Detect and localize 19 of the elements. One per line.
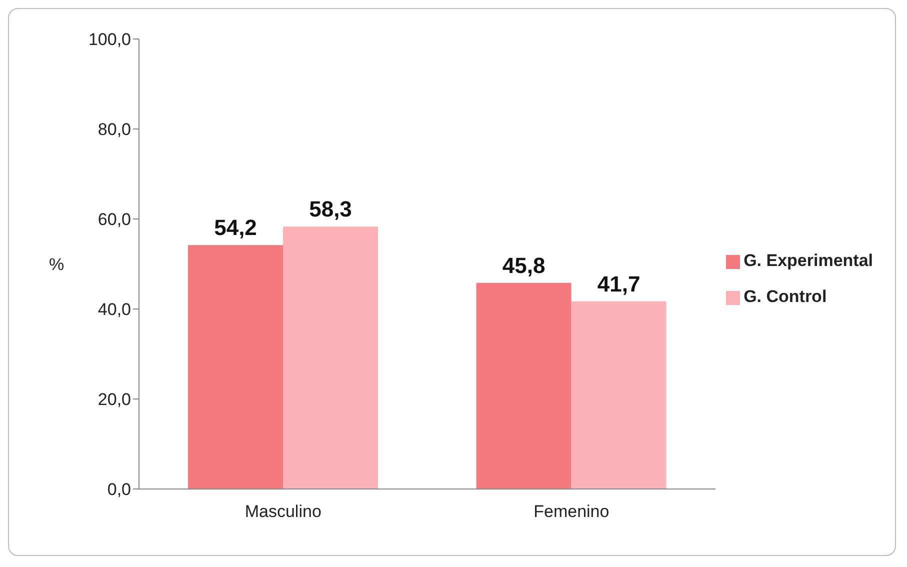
legend-label: G. Control [744, 287, 827, 306]
y-tick-label: 80,0 [98, 120, 131, 140]
bar [188, 245, 284, 489]
x-tick-label: Masculino [244, 502, 322, 522]
data-label: 45,8 [502, 252, 546, 278]
data-label: 54,2 [214, 215, 257, 240]
y-tick-label: 20,0 [98, 390, 131, 410]
y-axis-title: % [49, 255, 64, 274]
data-label: 41,7 [597, 271, 640, 296]
legend-label: G. Experimental [744, 251, 873, 270]
data-label: 58,3 [309, 196, 352, 222]
x-tick-label: Femenino [534, 502, 610, 522]
y-tick-label: 100,0 [88, 30, 131, 50]
y-tick-label: 0,0 [107, 480, 131, 500]
bar [571, 301, 666, 489]
bar [476, 282, 572, 489]
y-tick-label: 60,0 [98, 210, 131, 230]
bar [283, 226, 378, 489]
y-tick-label: 40,0 [98, 300, 131, 320]
